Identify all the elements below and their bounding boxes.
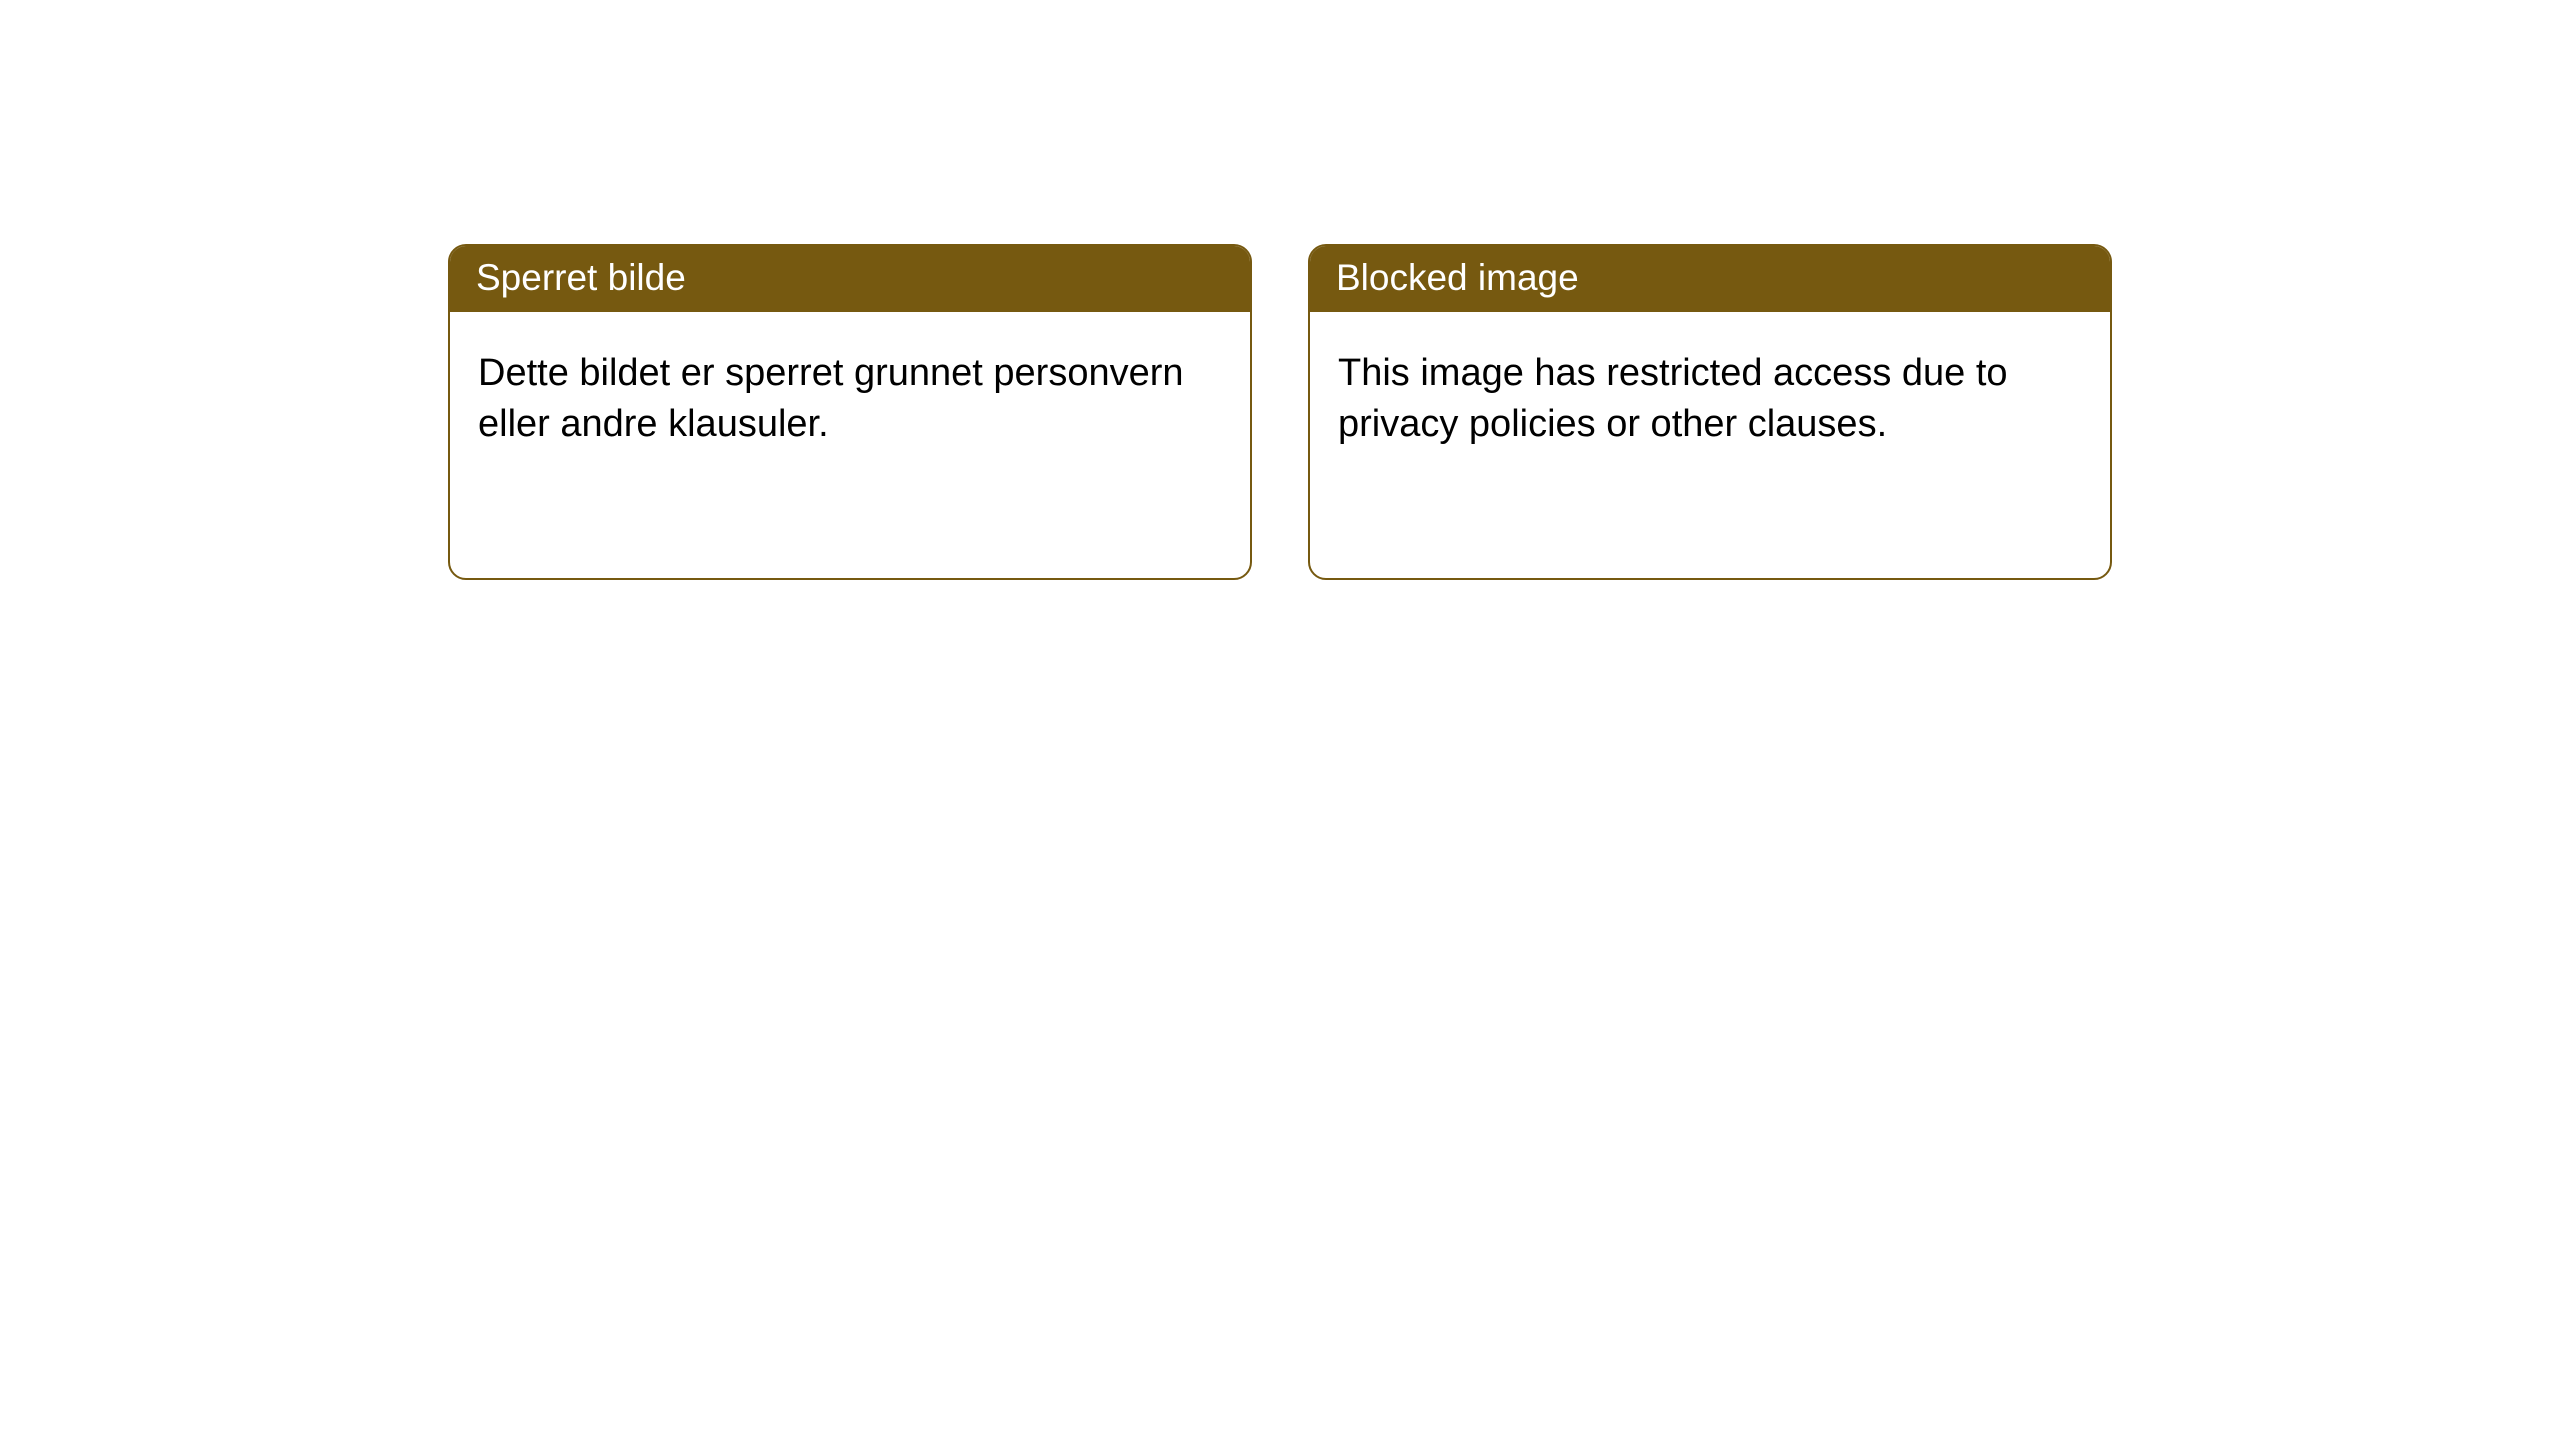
notice-title: Sperret bilde (450, 246, 1250, 312)
notice-card-norwegian: Sperret bilde Dette bildet er sperret gr… (448, 244, 1252, 580)
notice-title: Blocked image (1310, 246, 2110, 312)
notice-body: This image has restricted access due to … (1310, 312, 2110, 487)
notice-card-english: Blocked image This image has restricted … (1308, 244, 2112, 580)
notice-body: Dette bildet er sperret grunnet personve… (450, 312, 1250, 487)
notice-container: Sperret bilde Dette bildet er sperret gr… (0, 0, 2560, 580)
